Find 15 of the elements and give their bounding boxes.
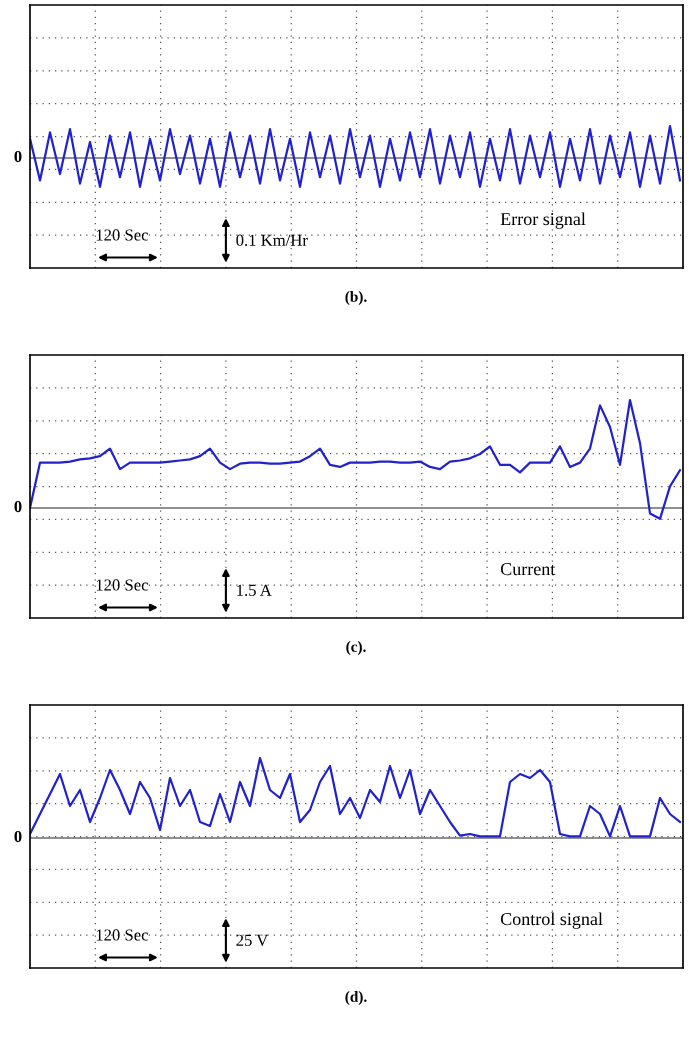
text: 0 bbox=[14, 150, 22, 163]
text: 1.5 A bbox=[237, 584, 272, 596]
text: 120 Sec bbox=[96, 579, 149, 591]
text: 0.1 Km/Hr bbox=[236, 234, 308, 246]
text: (b). bbox=[345, 291, 367, 305]
text: (c). bbox=[346, 641, 366, 655]
text: 25 V bbox=[236, 934, 269, 946]
text: 0 bbox=[14, 830, 22, 843]
text: Error signal bbox=[500, 212, 586, 229]
text: 120 Sec bbox=[96, 229, 149, 241]
text: (d). bbox=[345, 991, 367, 1005]
text: 0 bbox=[14, 500, 22, 513]
text: 120 Sec bbox=[96, 929, 149, 941]
text: Current bbox=[500, 563, 556, 576]
text: Control signal bbox=[500, 912, 603, 929]
